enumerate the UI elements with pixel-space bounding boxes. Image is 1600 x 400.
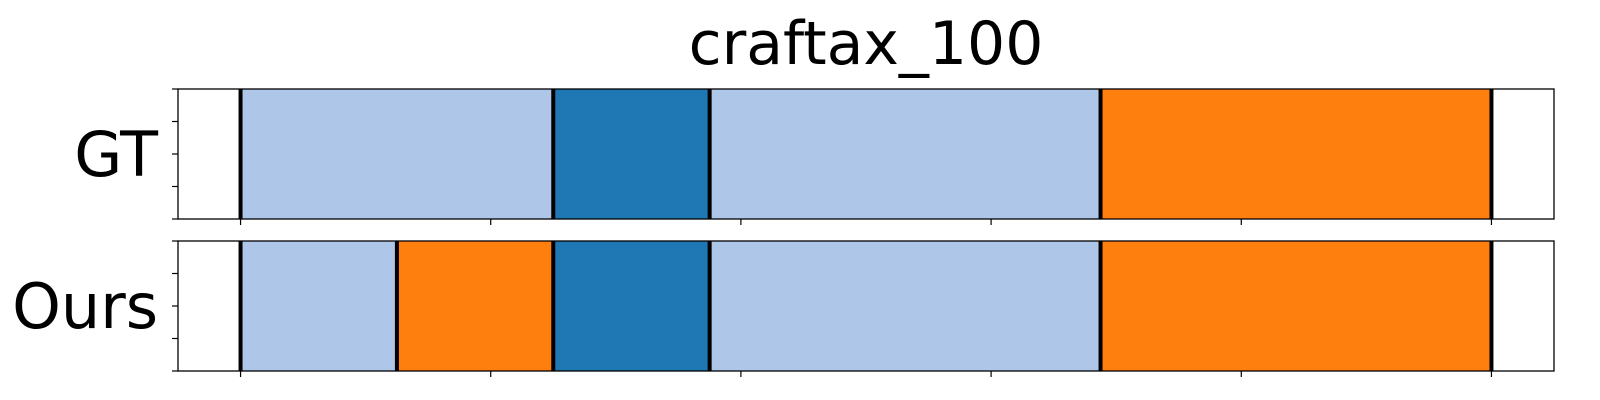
- chart-title: craftax_100: [689, 9, 1044, 79]
- row-label-ours: Ours: [12, 270, 158, 343]
- segment-ours-3: [709, 241, 1101, 371]
- segment-ours-1: [396, 241, 554, 371]
- segment-gt-0: [240, 89, 554, 219]
- segment-gt-1: [553, 89, 710, 219]
- segment-ours-0: [240, 241, 397, 371]
- segment-gt-2: [709, 89, 1101, 219]
- segment-gt-3: [1100, 89, 1492, 219]
- segment-ours-4: [1100, 241, 1492, 371]
- row-label-gt: GT: [74, 118, 159, 191]
- segment-ours-2: [553, 241, 710, 371]
